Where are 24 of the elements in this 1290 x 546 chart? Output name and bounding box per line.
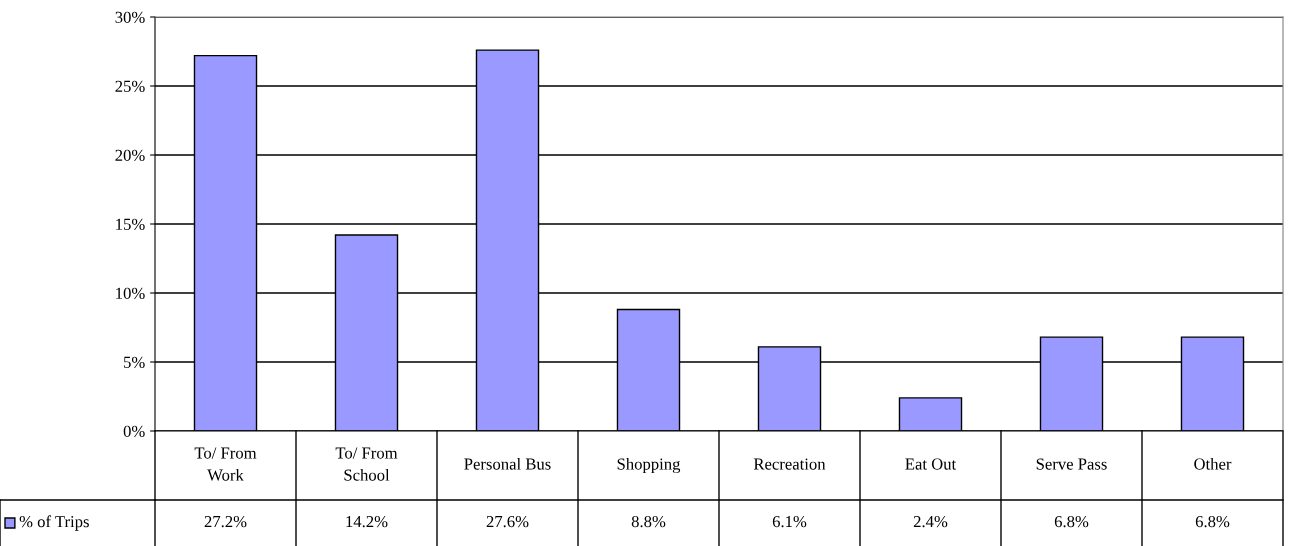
- y-tick-label: 10%: [116, 287, 145, 299]
- x-tick-label: Shopping: [617, 457, 681, 474]
- data-label: 8.8%: [631, 515, 666, 528]
- y-tick-label: 5%: [124, 356, 145, 368]
- y-tick-label: 25%: [115, 80, 145, 92]
- x-tick-label: To/ From Work: [194, 447, 257, 481]
- data-label: 6.8%: [1195, 515, 1230, 528]
- data-label: 6.1%: [772, 515, 807, 528]
- data-label: 2.4%: [913, 515, 948, 528]
- y-tick-label: 15%: [116, 218, 145, 230]
- data-label: 27.2%: [204, 515, 247, 528]
- legend-label: % of Trips: [19, 515, 89, 531]
- x-tick-label: Personal Bus: [464, 457, 551, 470]
- y-tick-label: 30%: [115, 11, 145, 23]
- y-tick-label: 20%: [115, 149, 145, 161]
- x-tick-label: Recreation: [753, 458, 826, 470]
- data-label: 27.6%: [486, 515, 529, 528]
- x-tick-label: Serve Pass: [1036, 458, 1107, 470]
- x-tick-label: To/ From School: [335, 447, 398, 481]
- y-tick-label: 0%: [123, 425, 145, 437]
- x-tick-label: Other: [1194, 457, 1232, 470]
- x-tick-label: Eat Out: [905, 458, 957, 470]
- data-label: 14.2%: [346, 515, 388, 528]
- data-label: 6.8%: [1054, 515, 1089, 528]
